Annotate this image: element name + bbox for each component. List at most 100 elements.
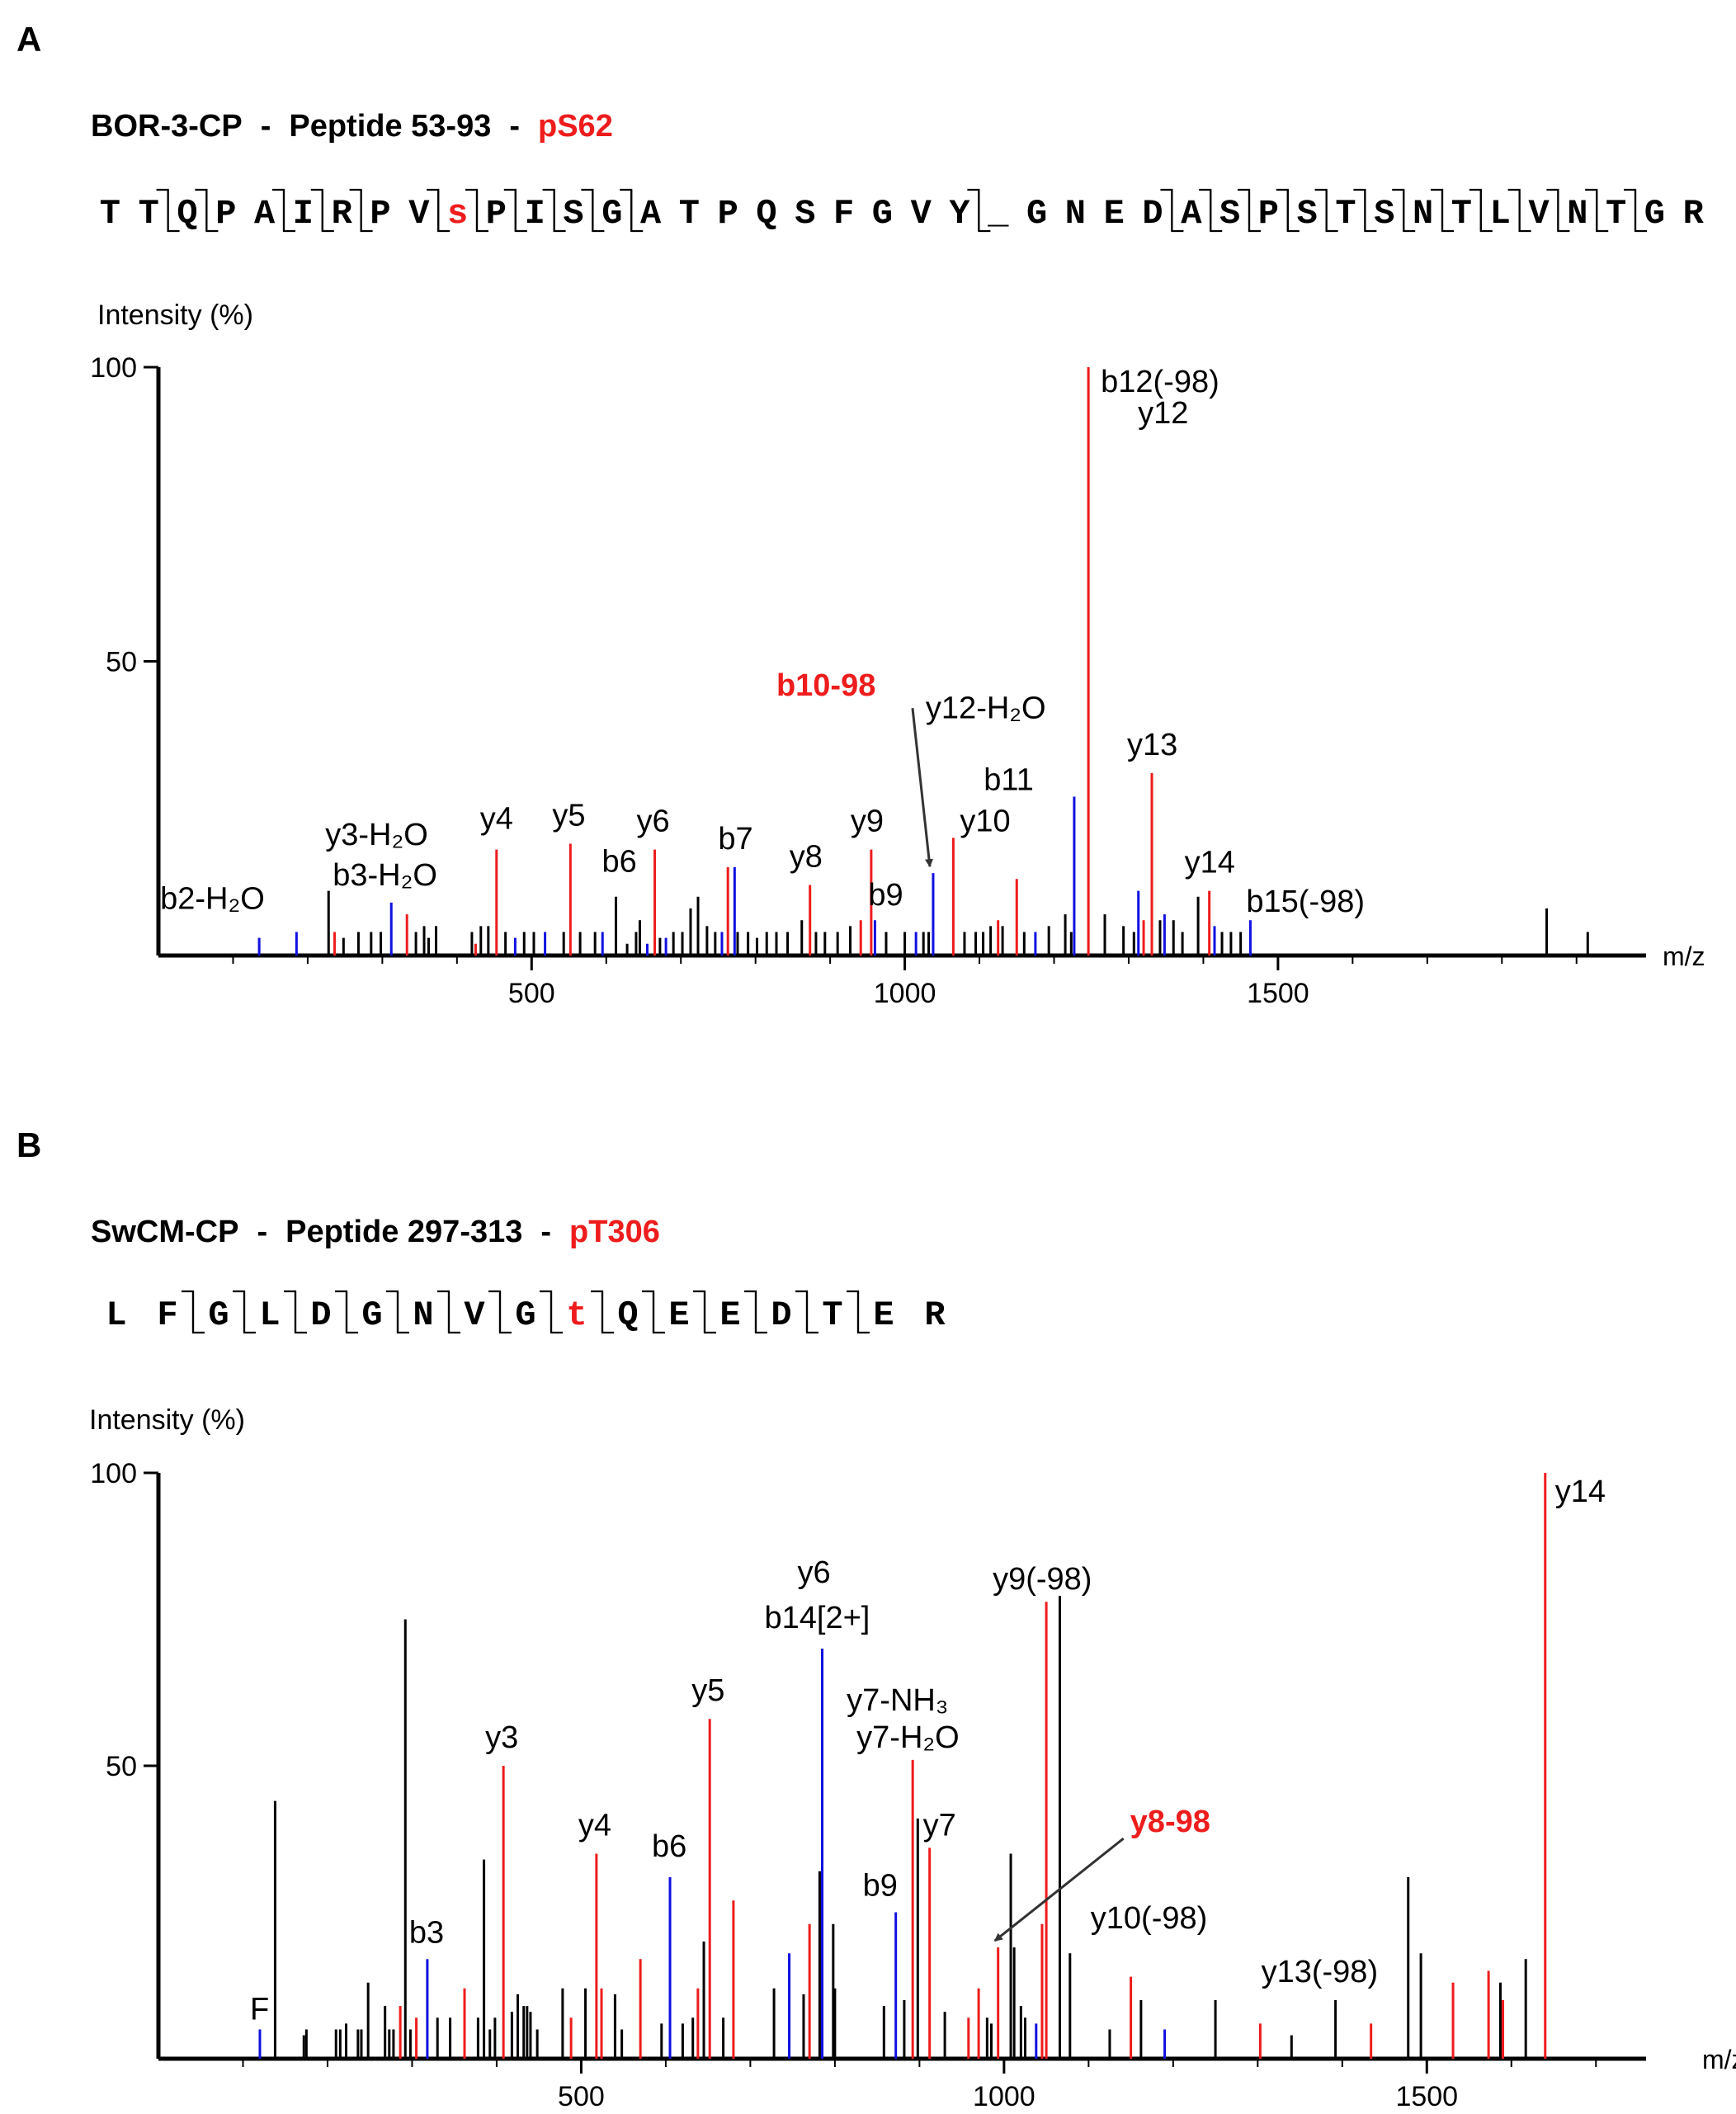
residue: F <box>833 194 854 234</box>
residue: S <box>1297 194 1318 234</box>
y-ion-bracket <box>978 190 991 233</box>
residue: S <box>1219 194 1240 234</box>
residue: L <box>259 1295 280 1335</box>
peak-annotation: y9(-98) <box>993 1562 1092 1597</box>
residue: Y <box>949 194 970 234</box>
y-ion-bracket <box>1518 190 1531 233</box>
x-tick-label: 1000 <box>973 2081 1035 2112</box>
title-sep-1: - <box>261 109 271 144</box>
y-ion-bracket <box>805 1291 818 1334</box>
peak-annotation: y14 <box>1185 846 1235 880</box>
residue: T <box>1606 194 1626 234</box>
residue: D <box>771 1295 791 1335</box>
residue: G <box>515 1295 535 1335</box>
y-ion-bracket <box>1479 190 1493 233</box>
residue: P <box>1258 194 1279 234</box>
residue: G <box>872 194 893 234</box>
peak-annotation: b9 <box>863 1869 898 1904</box>
peak-annotation: y6 <box>637 805 670 839</box>
residue: I <box>293 194 314 234</box>
y-ion-bracket <box>630 190 644 233</box>
b-ion-bracket <box>540 1290 553 1333</box>
peak-annotation: y4 <box>480 802 513 837</box>
title-site: pT306 <box>569 1215 660 1249</box>
b-ion-bracket <box>795 1290 809 1333</box>
y-tick-label: 50 <box>106 647 137 678</box>
x-tick-label: 500 <box>508 978 555 1009</box>
title-protein: BOR-3-CP <box>91 109 243 144</box>
residue: E <box>719 1295 740 1335</box>
y-ion-bracket <box>475 190 488 233</box>
y-ion-bracket <box>856 1291 870 1334</box>
residue: R <box>1683 194 1705 234</box>
y-ion-bracket <box>1403 190 1416 233</box>
peak-annotation: y10(-98) <box>1091 1901 1208 1936</box>
residue: R <box>332 194 353 234</box>
residue: E <box>1104 194 1125 234</box>
x-axis-label: m/z <box>1702 2045 1736 2074</box>
peaks <box>258 1473 1547 2059</box>
y-ion-bracket <box>282 190 295 233</box>
y-ion-bracket <box>1364 190 1377 233</box>
residue: V <box>464 1295 485 1335</box>
y-tick-label: 100 <box>90 1458 137 1489</box>
y-ion-bracket <box>447 1291 460 1334</box>
residue: V <box>408 194 430 234</box>
b-ion-bracket <box>386 1290 399 1333</box>
residue: A <box>254 194 276 234</box>
peaks <box>257 367 1589 956</box>
y-ion-bracket <box>294 1291 307 1334</box>
x-tick-label: 1000 <box>874 978 936 1009</box>
residue: S <box>1374 194 1394 234</box>
residue: Q <box>177 194 197 234</box>
y-ion-bracket <box>167 190 180 233</box>
residue: P <box>486 194 507 234</box>
y-axis-label: Intensity (%) <box>89 1404 245 1436</box>
peak-annotation: b7 <box>718 822 752 856</box>
x-tick-label: 1500 <box>1395 2081 1458 2112</box>
residue: E <box>668 1295 689 1335</box>
peak-annotation: y10 <box>960 804 1010 838</box>
residue: P <box>718 194 738 234</box>
y-ion-bracket <box>437 190 451 233</box>
peak-annotation: F <box>250 1993 269 2027</box>
b-ion-bracket <box>335 1290 348 1333</box>
residue: T <box>1335 194 1356 234</box>
y-tick-label: 50 <box>106 1751 137 1782</box>
residue: L <box>1490 194 1511 234</box>
y-ion-bracket <box>703 1291 716 1334</box>
y-axis-label: Intensity (%) <box>97 300 253 331</box>
b-ion-bracket <box>744 1290 757 1333</box>
peak-annotation: y6 <box>798 1555 831 1590</box>
y-ion-bracket <box>243 1291 256 1334</box>
peak-annotation: y7-H₂O <box>856 1720 960 1755</box>
y-ion-bracket <box>1210 190 1223 233</box>
residue: L <box>106 1295 126 1335</box>
residue: V <box>911 194 932 234</box>
y-ion-bracket <box>553 190 566 233</box>
title-sep-2: - <box>509 109 520 144</box>
residue: T <box>100 194 120 234</box>
x-tick-label: 500 <box>558 2081 605 2112</box>
y-ion-bracket <box>1171 190 1184 233</box>
peak-annotation: b9 <box>868 878 903 913</box>
residue: P <box>215 194 236 234</box>
y-ion-bracket <box>321 190 334 233</box>
y-ion-bracket <box>1596 190 1609 233</box>
y-tick-label: 100 <box>90 352 137 384</box>
peak-annotation: b3 <box>409 1915 444 1950</box>
title-peptide: Peptide 297-313 <box>285 1215 522 1249</box>
title-protein: SwCM-CP <box>91 1215 238 1249</box>
annotation-arrow <box>911 708 933 868</box>
y-ion-bracket <box>754 1291 767 1334</box>
residue: D <box>1142 194 1163 234</box>
y-ion-bracket <box>205 190 219 233</box>
peak-annotation: y5 <box>552 799 585 833</box>
peak-annotation: b6 <box>602 845 637 880</box>
peak-annotation: b15(-98) <box>1246 885 1365 919</box>
b-ion-bracket <box>591 1290 604 1333</box>
